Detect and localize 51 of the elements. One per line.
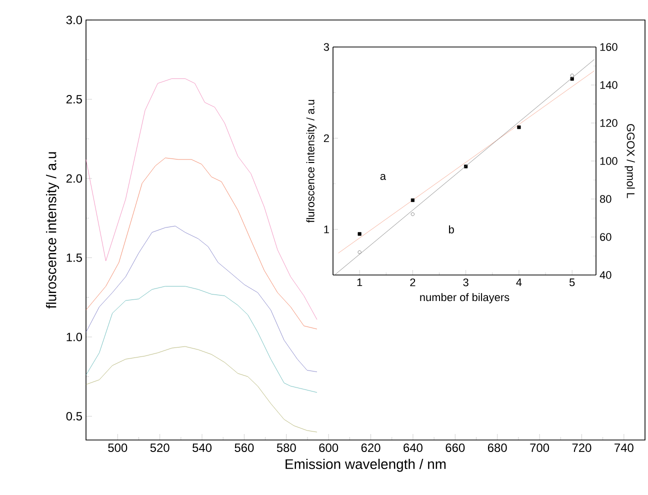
line-series — [86, 346, 318, 432]
x-tick-label: 600 — [319, 444, 338, 452]
y2-axis-title: GGOX / pmol L — [624, 124, 635, 198]
x-tick-label: 740 — [614, 444, 634, 452]
line-series — [86, 78, 318, 320]
y-tick-label: 0.5 — [66, 412, 82, 420]
x-tick-label: 500 — [108, 444, 128, 452]
y-axis-title: fluroscence intensity / a.u — [306, 100, 317, 223]
y2-tick-label: 140 — [600, 81, 618, 89]
x-tick-label: 2 — [410, 278, 416, 286]
x-tick-label: 580 — [276, 444, 296, 452]
point — [358, 232, 362, 236]
point — [410, 198, 414, 202]
point — [570, 74, 574, 78]
annotation: b — [449, 225, 454, 234]
y-tick-label: 2.5 — [66, 95, 82, 104]
y2-tick-label: 160 — [600, 43, 618, 51]
x-tick-label: 1 — [357, 278, 362, 286]
x-tick-label: 3 — [463, 278, 468, 286]
x-tick-label: 540 — [192, 444, 212, 452]
x-tick-label: 720 — [572, 444, 592, 452]
line-series — [86, 226, 318, 372]
x-axis-title: number of bilayers — [420, 293, 510, 304]
y2-tick-label: 100 — [600, 157, 618, 165]
x-tick-label: 680 — [488, 444, 507, 452]
x-tick-label: 660 — [446, 444, 465, 452]
x-tick-label: 5 — [569, 278, 575, 286]
y2-tick-label: 120 — [600, 119, 618, 127]
y-tick-label: 3.0 — [66, 16, 82, 24]
point — [517, 125, 521, 130]
y-tick-label: 1.0 — [66, 332, 82, 342]
y-axis-title: fluroscence intensity / a.u — [46, 152, 60, 308]
y-tick-label: 2 — [324, 134, 329, 142]
x-tick-label: 640 — [404, 444, 422, 452]
y-tick-label: 1.5 — [66, 254, 82, 262]
x-tick-label: 520 — [150, 444, 170, 452]
y-tick-label: 2.0 — [66, 174, 82, 183]
x-tick-label: 620 — [361, 444, 380, 452]
annotation: a — [380, 174, 386, 180]
x-axis-title: Emission wavelength / nm — [286, 458, 446, 472]
line-series — [86, 286, 318, 393]
x-tick-label: 700 — [530, 444, 550, 452]
x-tick-label: 560 — [234, 444, 254, 452]
y-tick-label: 3 — [324, 43, 329, 51]
point — [410, 212, 414, 216]
y2-tick-label: 80 — [600, 195, 612, 203]
x-tick-label: 4 — [516, 278, 522, 286]
y2-tick-label: 60 — [600, 233, 612, 241]
point — [358, 250, 362, 254]
y2-tick-label: 40 — [600, 271, 612, 279]
y-tick-label: 1 — [324, 226, 329, 234]
